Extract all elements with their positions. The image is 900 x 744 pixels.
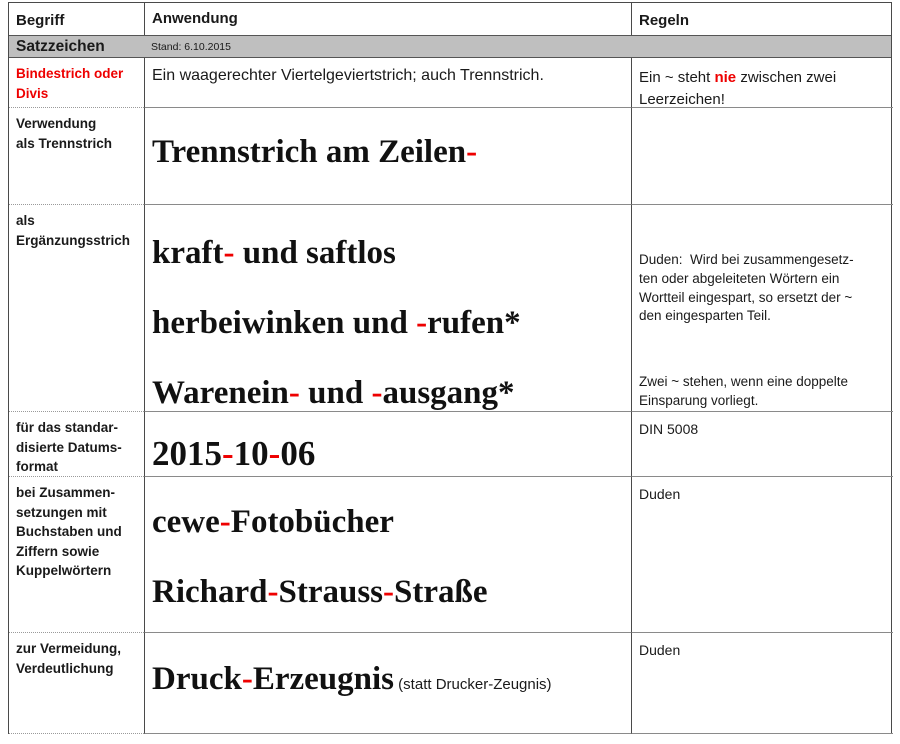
column-header-anwendung: Anwendung (144, 3, 631, 35)
table-row-kuppelwoerter: bei Zusammen- setzungen mit Buchstaben u… (9, 477, 893, 633)
regeln-paragraph: Duden: Wird bei zusammengesetz- ten oder… (639, 251, 854, 324)
regeln-cell-duden-kuppel: Duden (631, 477, 893, 633)
example-line: kraft- und saftlos (152, 235, 396, 271)
column-header-begriff: Begriff (16, 12, 65, 29)
anwendung-cell-datum: 2015-10-06 (144, 412, 631, 477)
example-line: herbeiwinken und -rufen* (152, 305, 521, 341)
example-line: Richard-Strauss-Straße (152, 574, 488, 610)
term-cell-datumsformat: für das standar- disierte Datums- format (9, 412, 144, 477)
example-line: 2015-10-06 (152, 434, 316, 473)
table-row-verdeutlichung: zur Vermeidung, Verdeutlichung Druck-Erz… (9, 633, 893, 734)
example-line: ende (152, 194, 625, 204)
example-line: die Hoch-Zeit des Mittelalters (152, 729, 625, 733)
table-row-bindestrich: Bindestrich oder Divis Ein waagerechter … (9, 58, 893, 108)
revision-date-label: Stand: 6.10.2015 (151, 41, 231, 53)
term-cell-verdeutlichung: zur Vermeidung, Verdeutlichung (9, 633, 144, 734)
example-line: Druck-Erzeugnis (statt Drucker-Zeugnis) (152, 661, 552, 697)
anwendung-cell-definition: Ein waagerechter Viertelgeviertstrich; a… (144, 58, 631, 108)
anwendung-cell-ergaenzungsstrich: kraft- und saftlos herbeiwinken und -ruf… (144, 205, 631, 412)
regeln-cell-empty (631, 108, 893, 205)
term-cell-ergaenzungsstrich: als Ergänzungsstrich (9, 205, 144, 412)
anwendung-cell-trennstrich: Trennstrich am Zeilen- ende (144, 108, 631, 205)
table-row-datumsformat: für das standar- disierte Datums- format… (9, 412, 893, 477)
term-cell-bindestrich: Bindestrich oder Divis (9, 58, 144, 108)
example-line: Trennstrich am Zeilen- (152, 134, 478, 170)
table-header-row: Begriff Anwendung Regeln (9, 3, 891, 35)
example-line: cewe-Fotobücher (152, 504, 394, 540)
section-title: Satzzeichen (16, 38, 105, 55)
regeln-cell-din: DIN 5008 (631, 412, 893, 477)
table-row-ergaenzungsstrich: als Ergänzungsstrich kraft- und saftlos … (9, 205, 893, 412)
table-row-trennstrich: Verwendung als Trennstrich Trennstrich a… (9, 108, 893, 205)
term-cell-kuppelwoerter: bei Zusammen- setzungen mit Buchstaben u… (9, 477, 144, 633)
anwendung-cell-verdeutlichung: Druck-Erzeugnis (statt Drucker-Zeugnis) … (144, 633, 631, 734)
section-band-satzzeichen: Satzzeichen Stand: 6.10.2015 (9, 35, 891, 58)
regeln-paragraph: Zwei ~ stehen, wenn eine doppelte Einspa… (639, 374, 849, 409)
example-line: Warenein- und -ausgang* (152, 375, 515, 411)
hyphen-rules-table: Begriff Anwendung Regeln Satzzeichen Sta… (8, 2, 893, 734)
anwendung-cell-kuppelwoerter: cewe-Fotobücher Richard-Strauss-Straße 8… (144, 477, 631, 633)
regeln-cell-leerzeichen: Ein ~ steht nie zwischen zwei Leerzeiche… (631, 58, 893, 108)
regeln-cell-duden-ergaenzung: Duden: Wird bei zusammengesetz- ten oder… (631, 205, 893, 412)
column-header-regeln: Regeln (631, 3, 893, 35)
term-cell-trennstrich: Verwendung als Trennstrich (9, 108, 144, 205)
regeln-cell-duden-verdeutlichung: Duden (631, 633, 893, 734)
